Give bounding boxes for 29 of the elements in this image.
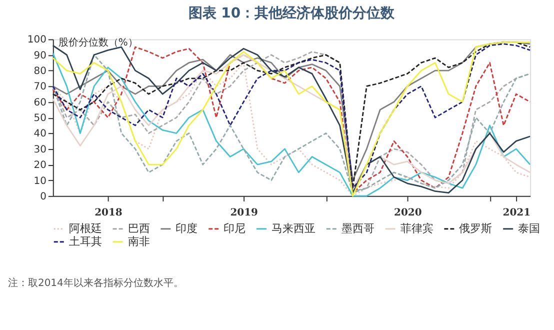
legend-label: 南非 — [128, 234, 150, 248]
y-tick-label: 0 — [40, 191, 46, 202]
y-tick-label: 40 — [34, 128, 46, 140]
x-tick-label: 2018 — [94, 207, 122, 218]
text: 注：取2014年以来各指标分位数水平。 — [8, 276, 184, 289]
legend-label: 巴西 — [128, 222, 150, 235]
chart-title: 图表 10：其他经济体股价分位数 — [188, 4, 396, 22]
y-tick-label: 90 — [34, 50, 46, 62]
legend-label: 印尼 — [224, 222, 246, 235]
legend-label: 俄罗斯 — [459, 222, 492, 235]
x-tick-label: 2019 — [230, 207, 258, 218]
legend-label: 印度 — [176, 222, 198, 235]
x-tick-label: 2020 — [394, 207, 422, 218]
y-tick-label: 70 — [34, 82, 46, 93]
y-tick-label: 80 — [34, 66, 46, 78]
y-tick-label: 10 — [34, 176, 46, 187]
y-tick-label: 50 — [34, 113, 46, 124]
y-tick-label: 100 — [27, 34, 46, 46]
legend-label: 马来西亚 — [272, 222, 316, 235]
legend-label: 泰国 — [518, 222, 540, 235]
x-tick-label: 2021 — [502, 207, 531, 218]
legend-label: 阿根廷 — [68, 222, 102, 235]
legend-label: 土耳其 — [68, 234, 102, 248]
y-tick-label: 60 — [34, 97, 46, 108]
y-tick-label: 20 — [34, 160, 46, 172]
y-axis-title: 股价分位数（%） — [58, 36, 138, 49]
legend-label: 墨西哥 — [341, 222, 374, 235]
y-tick-label: 30 — [34, 144, 46, 156]
legend-label: 菲律宾 — [400, 222, 434, 235]
